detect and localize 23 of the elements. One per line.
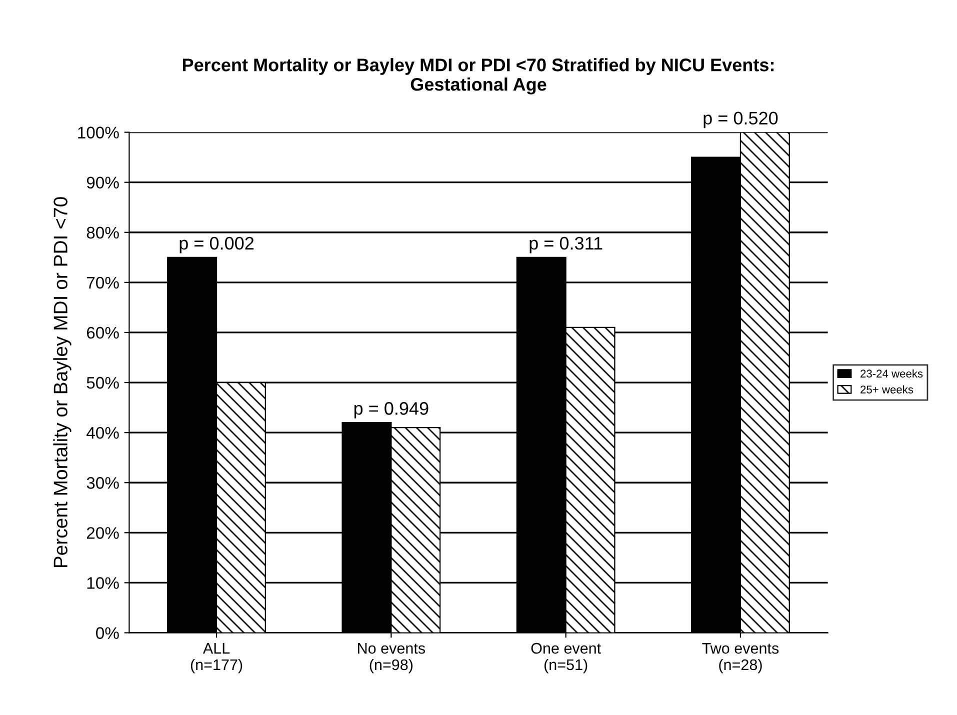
chart-title: Percent Mortality or Bayley MDI or PDI <70 Stratified by NICU Events: Gestational Age: [182, 58, 774, 94]
annotation: p = 0.520: [704, 112, 778, 128]
x-tick-label: No events (n=98): [358, 643, 426, 674]
annotation: p = 0.949: [354, 402, 428, 418]
y-tick-label: 0%: [96, 627, 119, 639]
y-tick-label: 100%: [78, 126, 119, 138]
y-tick-label: 80%: [86, 226, 119, 239]
x-tick-label: Two events (n=28): [702, 643, 779, 674]
annotation: p = 0.002: [180, 236, 254, 254]
annotation: p = 0.311: [530, 236, 602, 254]
legend-label: 25+ weeks: [860, 385, 914, 394]
y-tick-label: 50%: [86, 376, 119, 389]
y-tick-label: 90%: [86, 176, 119, 189]
x-tick-label: ALL (n=177): [190, 643, 242, 674]
y-tick-label: 20%: [86, 527, 119, 539]
y-tick-label: 70%: [86, 276, 119, 289]
y-axis-title: Percent Mortality or Bayley MDI or PDI <70: [53, 197, 72, 568]
legend-label: 23-24 weeks: [860, 369, 923, 378]
y-tick-label: 30%: [86, 477, 119, 489]
y-tick-label: 60%: [86, 326, 119, 339]
y-tick-label: 10%: [87, 577, 119, 589]
x-tick-label: One event (n=51): [531, 642, 601, 674]
y-tick-label: 40%: [86, 426, 119, 439]
